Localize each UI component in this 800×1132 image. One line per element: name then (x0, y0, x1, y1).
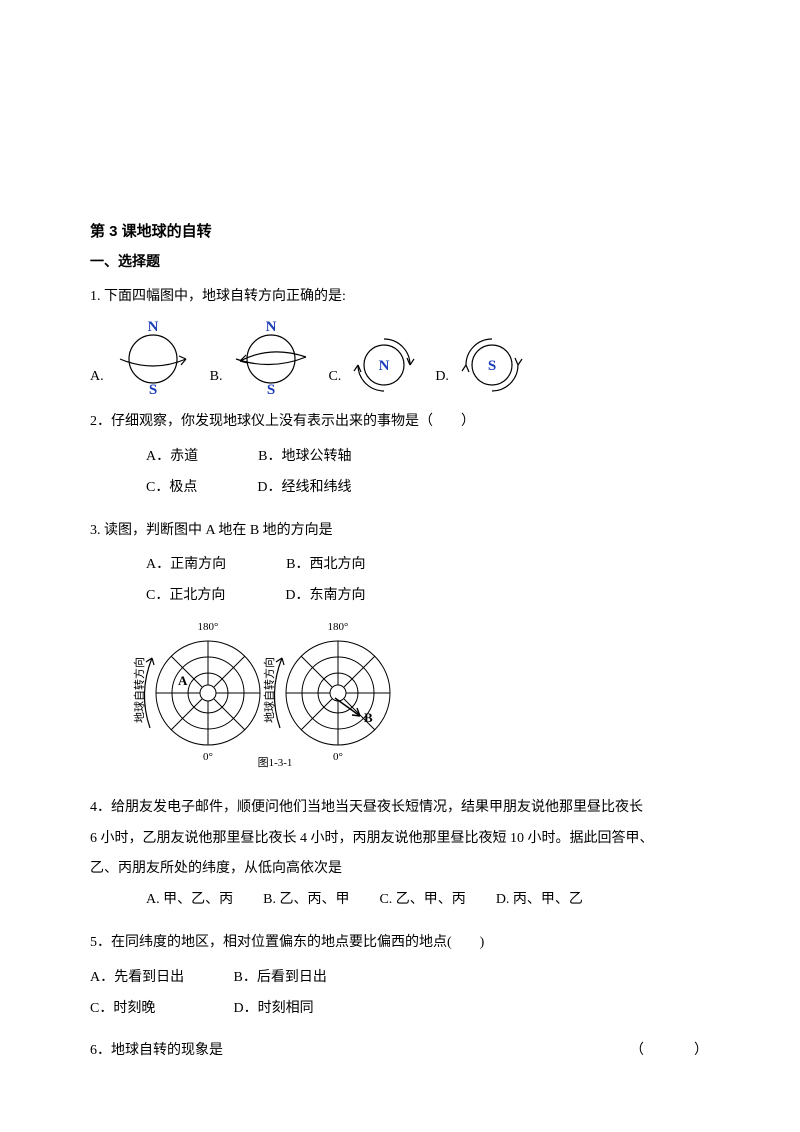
globe-c-icon: N (345, 333, 423, 395)
q4-options: A. 甲、乙、丙 B. 乙、丙、甲 C. 乙、甲、丙 D. 丙、甲、乙 (90, 885, 710, 916)
q2-opt-b: B．地球公转轴 (258, 442, 351, 473)
globe-b-south-label: S (267, 382, 275, 395)
q1-label-a: A. (90, 362, 104, 393)
q4-line3: 乙、丙朋友所处的纬度，从低向高依次是 (90, 854, 710, 885)
q2-opt-c: C．极点 (146, 473, 197, 504)
section-heading: 一、选择题 (90, 250, 710, 272)
diagram-caption: 图1-3-1 (258, 756, 293, 768)
q3-stem: 3. 读图，判断图中 A 地在 B 地的方向是 (90, 516, 710, 547)
q5-row1: A．先看到日出 B．后看到日出 (90, 963, 710, 994)
q5-opt-b: B．后看到日出 (234, 970, 327, 985)
point-b-label: B (364, 710, 373, 725)
q3-opt-a: A．正南方向 (146, 550, 226, 581)
globe-a-south-label: S (148, 382, 156, 395)
q3-options: A．正南方向 B．西北方向 C．正北方向 D．东南方向 (90, 550, 710, 612)
globe-a-icon: N S (108, 317, 198, 395)
question-2: 2．仔细观察，你发现地球仪上没有表示出来的事物是（ ） A．赤道 B．地球公转轴… (90, 407, 710, 503)
question-5: 5．在同纬度的地区，相对位置偏东的地点要比偏西的地点( ) A．先看到日出 B．… (90, 928, 710, 1024)
question-1: 1. 下面四幅图中，地球自转方向正确的是: A. N S B. N (90, 282, 710, 395)
q4-line2: 6 小时，乙朋友说他那里昼比夜长 4 小时，丙朋友说他那里昼比夜短 10 小时。… (90, 824, 710, 855)
q3-opt-c: C．正北方向 (146, 581, 225, 612)
q4-opt-a: A. 甲、乙、丙 (146, 885, 233, 916)
q1-diagrams: A. N S B. N S (90, 317, 710, 395)
point-a-label: A (178, 673, 188, 688)
q2-opt-d: D．经线和纬线 (257, 473, 351, 504)
q4-opt-c: C. 乙、甲、丙 (379, 885, 465, 916)
q1-option-d: D. S (435, 333, 531, 395)
q1-label-b: B. (210, 362, 223, 393)
q4-line1: 4．给朋友发电子邮件，顺便问他们当地当天昼夜长短情况，结果甲朋友说他那里昼比夜长 (90, 793, 710, 824)
q5-opt-d: D．时刻相同 (234, 1001, 314, 1016)
globe-b-icon: N S (226, 317, 316, 395)
q1-option-a: A. N S (90, 317, 198, 395)
q1-label-c: C. (328, 362, 341, 393)
question-3: 3. 读图，判断图中 A 地在 B 地的方向是 A．正南方向 B．西北方向 C．… (90, 516, 710, 781)
globe-c-center-label: N (379, 358, 390, 374)
right-top-label: 180° (328, 621, 349, 633)
q5-opt-c: C．时刻晚 (90, 994, 230, 1025)
left-bottom-label: 0° (203, 751, 213, 763)
page-container: 第 3 课地球的自转 一、选择题 1. 下面四幅图中，地球自转方向正确的是: A… (0, 0, 800, 1119)
globe-a-north-label: N (147, 319, 158, 335)
question-4: 4．给朋友发电子邮件，顺便问他们当地当天昼夜长短情况，结果甲朋友说他那里昼比夜长… (90, 793, 710, 916)
q2-options: A．赤道 B．地球公转轴 C．极点 D．经线和纬线 (90, 442, 710, 504)
q6-paren: （ ） (630, 1036, 710, 1067)
polar-diagram-icon: 180° 地球自转方向 A (130, 618, 420, 768)
q5-row2: C．时刻晚 D．时刻相同 (90, 994, 710, 1025)
q2-stem: 2．仔细观察，你发现地球仪上没有表示出来的事物是（ ） (90, 407, 710, 438)
question-6: 6．地球自转的现象是 （ ） (90, 1036, 710, 1067)
left-side-label: 地球自转方向 (132, 657, 146, 723)
q4-opt-d: D. 丙、甲、乙 (496, 885, 583, 916)
globe-b-north-label: N (266, 319, 277, 335)
q1-option-c: C. N (328, 333, 423, 395)
q1-option-b: B. N S (210, 317, 317, 395)
q2-opt-a: A．赤道 (146, 442, 198, 473)
lesson-title: 第 3 课地球的自转 (90, 220, 710, 244)
q3-diagram: 180° 地球自转方向 A (130, 618, 710, 781)
q4-opt-b: B. 乙、丙、甲 (263, 885, 349, 916)
q3-opt-b: B．西北方向 (286, 550, 365, 581)
q1-stem: 1. 下面四幅图中，地球自转方向正确的是: (90, 282, 710, 313)
globe-d-icon: S (453, 333, 531, 395)
q1-label-d: D. (435, 362, 449, 393)
q3-opt-d: D．东南方向 (285, 581, 365, 612)
right-bottom-label: 0° (333, 751, 343, 763)
right-side-label: 地球自转方向 (262, 657, 276, 723)
left-top-label: 180° (198, 621, 219, 633)
globe-d-center-label: S (488, 358, 496, 374)
q5-stem: 5．在同纬度的地区，相对位置偏东的地点要比偏西的地点( ) (90, 928, 710, 959)
q5-opt-a: A．先看到日出 (90, 963, 230, 994)
q6-stem: 6．地球自转的现象是 (90, 1036, 223, 1067)
